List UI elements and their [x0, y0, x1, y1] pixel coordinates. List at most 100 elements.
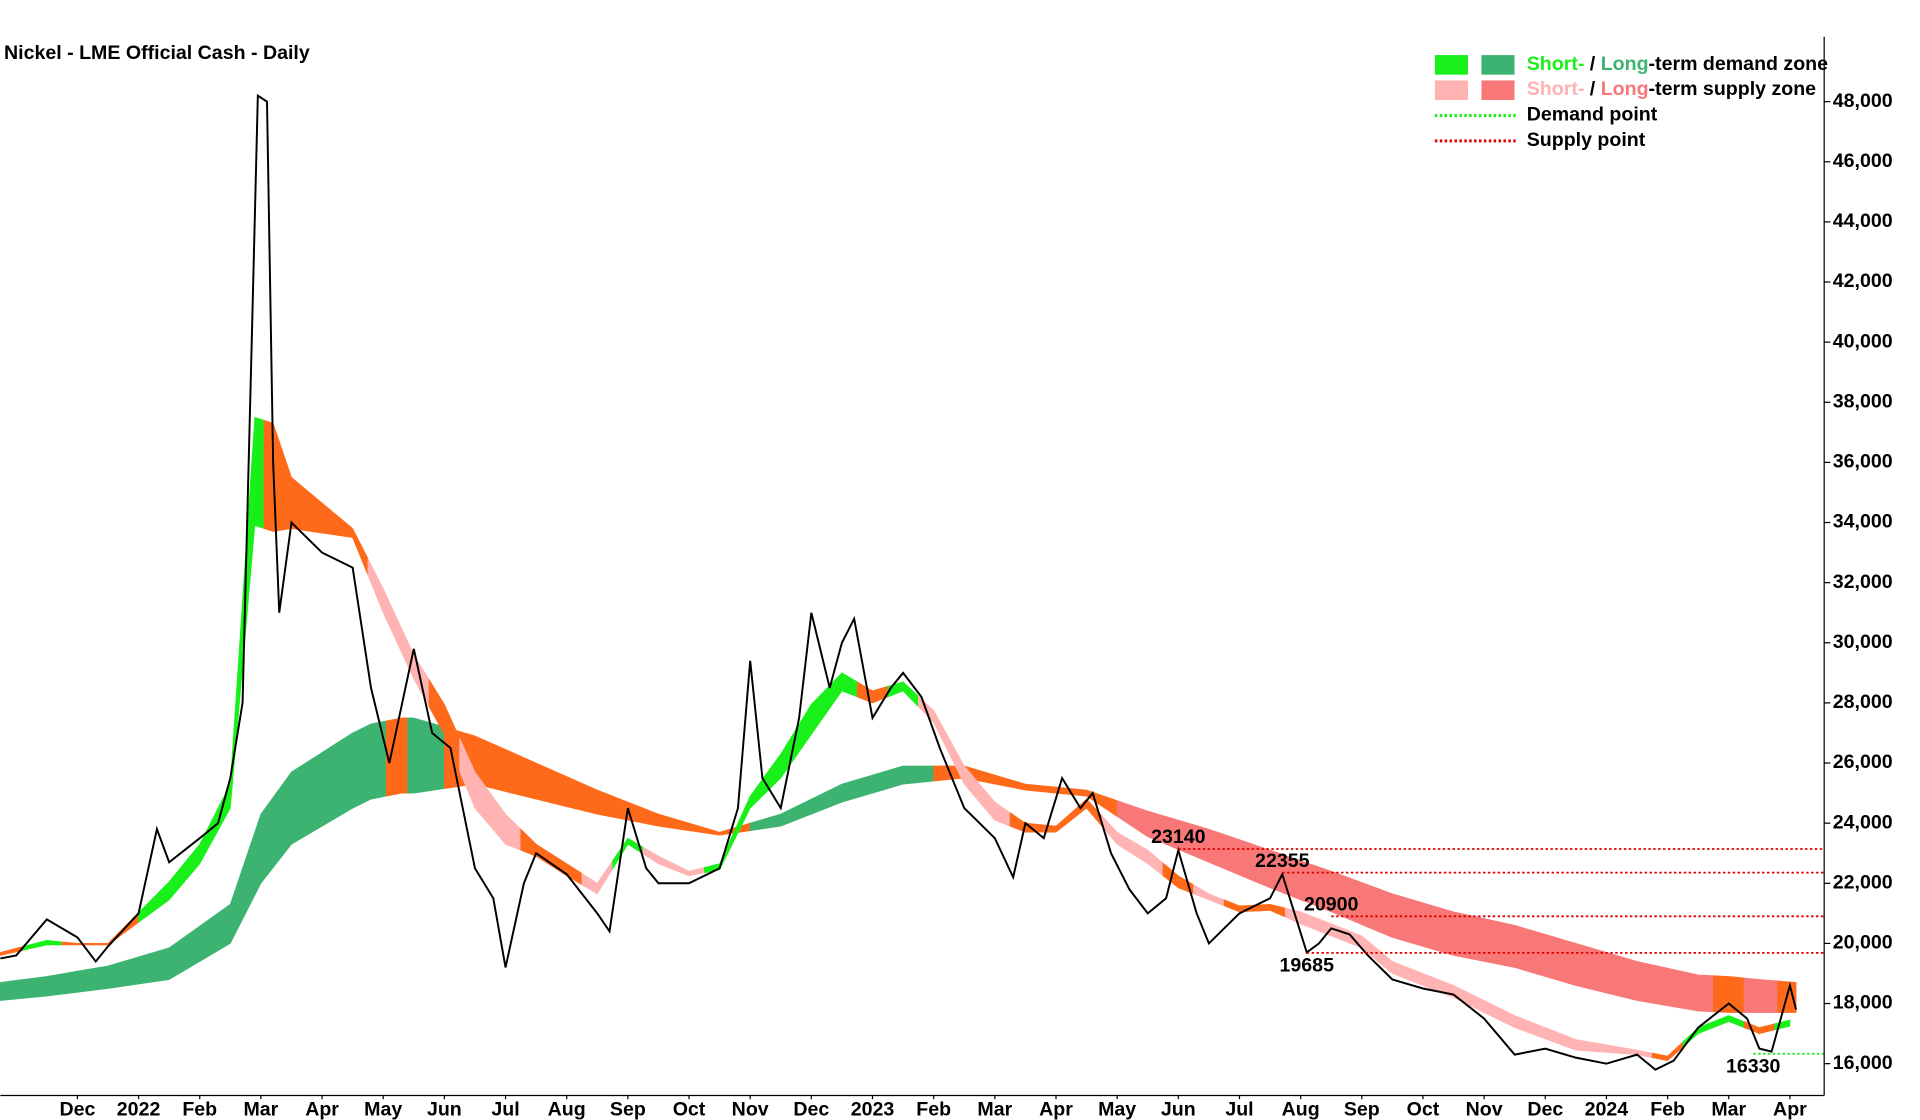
- zone-band: [1651, 1041, 1684, 1062]
- y-tick-label: 26,000: [1833, 751, 1893, 773]
- x-tick-label: Apr: [305, 1098, 339, 1120]
- y-tick-label: 48,000: [1833, 90, 1893, 112]
- y-tick-label: 16,000: [1833, 1052, 1893, 1074]
- x-tick-label: Mar: [1711, 1098, 1746, 1120]
- y-tick-label: 20,000: [1833, 932, 1893, 954]
- zone-band: [1193, 884, 1225, 907]
- y-tick-label: 42,000: [1833, 270, 1893, 292]
- zone-band: [0, 979, 24, 1001]
- y-tick-label: 32,000: [1833, 571, 1893, 593]
- x-tick-label: Apr: [1773, 1098, 1807, 1120]
- y-tick-label: 34,000: [1833, 511, 1893, 533]
- zone-band: [367, 558, 399, 646]
- legend-label: Supply point: [1527, 129, 1646, 151]
- zone-band: [184, 813, 216, 883]
- zone-band: [810, 774, 873, 815]
- level-label: 16330: [1726, 1055, 1781, 1077]
- legend-text: -term demand zone: [1649, 53, 1829, 75]
- legend-label: Short- / Long-term demand zone: [1527, 53, 1828, 75]
- zone-band: [765, 727, 797, 794]
- y-tick-label: 28,000: [1833, 691, 1893, 713]
- zone-band: [1544, 933, 1607, 994]
- zone-band: [566, 775, 629, 821]
- x-tick-label: Dec: [793, 1098, 829, 1120]
- level-label: 20900: [1304, 894, 1359, 916]
- zone-band: [1422, 972, 1485, 1014]
- level-label: 19685: [1280, 955, 1335, 977]
- zone-band: [1483, 999, 1546, 1040]
- legend-text: -term supply zone: [1649, 78, 1817, 100]
- zone-band: [872, 765, 935, 794]
- x-tick-label: Sep: [1344, 1098, 1380, 1120]
- x-tick-label: Nov: [732, 1098, 769, 1120]
- zone-band: [642, 846, 675, 871]
- zone-band: [1667, 967, 1714, 1013]
- x-tick-label: Jul: [1225, 1098, 1253, 1120]
- zone-band: [1483, 918, 1546, 977]
- zone-band: [1223, 899, 1256, 913]
- legend-text: /: [1584, 53, 1600, 75]
- x-tick-label: Mar: [977, 1098, 1012, 1120]
- y-tick-label: 24,000: [1833, 811, 1893, 833]
- zone-band: [92, 911, 139, 946]
- x-tick-label: Oct: [673, 1098, 706, 1120]
- zone-band: [1713, 975, 1745, 1013]
- x-tick-label: Dec: [59, 1098, 95, 1120]
- legend-swatch: [1481, 55, 1515, 75]
- x-tick-label: May: [364, 1098, 402, 1120]
- zone-band: [23, 970, 78, 999]
- zone-band: [138, 861, 185, 924]
- zone-band: [1346, 929, 1378, 962]
- zone-band: [505, 748, 568, 808]
- legend-swatch: [1434, 80, 1468, 101]
- y-tick-label: 36,000: [1833, 451, 1893, 473]
- x-tick-label: Jun: [427, 1098, 462, 1120]
- legend-label: Short- / Long-term supply zone: [1527, 78, 1816, 100]
- zone-band: [627, 801, 690, 832]
- legend-text: Demand point: [1527, 104, 1658, 126]
- x-tick-label: Aug: [1282, 1098, 1320, 1120]
- zone-band: [275, 751, 323, 865]
- legend-text: Long: [1601, 53, 1649, 75]
- y-tick-label: 22,000: [1833, 871, 1893, 893]
- x-tick-label: 2023: [851, 1098, 895, 1120]
- legend-text: /: [1584, 78, 1600, 100]
- y-tick-label: 46,000: [1833, 150, 1893, 172]
- zone-band: [77, 956, 139, 993]
- x-tick-label: Dec: [1527, 1098, 1563, 1120]
- y-tick-label: 18,000: [1833, 992, 1893, 1014]
- x-tick-label: Feb: [916, 1098, 951, 1120]
- zone-band: [281, 450, 323, 534]
- zone-band: [1606, 951, 1668, 1007]
- zone-band: [138, 925, 201, 985]
- zone-band: [407, 717, 445, 794]
- zone-band: [673, 863, 705, 877]
- x-tick-label: 2024: [1585, 1098, 1629, 1120]
- zone-band: [918, 695, 950, 754]
- x-tick-label: Jul: [491, 1098, 519, 1120]
- zone-band: [581, 859, 613, 895]
- legend-label: Demand point: [1527, 104, 1658, 126]
- x-tick-label: Nov: [1466, 1098, 1503, 1120]
- level-label: 22355: [1255, 850, 1310, 872]
- zone-band: [245, 791, 277, 914]
- x-tick-label: Feb: [1650, 1098, 1685, 1120]
- zone-band: [489, 791, 522, 851]
- zone-band: [1254, 903, 1286, 918]
- zone-band: [1743, 977, 1779, 1013]
- y-tick-label: 30,000: [1833, 631, 1893, 653]
- zone-band: [321, 727, 363, 827]
- legend-text: Supply point: [1527, 129, 1646, 151]
- legend-text: Long: [1601, 78, 1649, 100]
- zone-band: [1361, 882, 1424, 947]
- x-tick-label: Feb: [182, 1098, 217, 1120]
- zone-band: [1606, 1044, 1653, 1059]
- legend-swatch: [1434, 55, 1468, 75]
- x-tick-label: Apr: [1039, 1098, 1073, 1120]
- zone-band: [1774, 1019, 1791, 1031]
- zone-band: [23, 940, 63, 951]
- zone-band: [214, 600, 243, 837]
- y-tick-label: 44,000: [1833, 210, 1893, 232]
- zone-band: [1376, 947, 1424, 987]
- zone-band: [1040, 811, 1072, 833]
